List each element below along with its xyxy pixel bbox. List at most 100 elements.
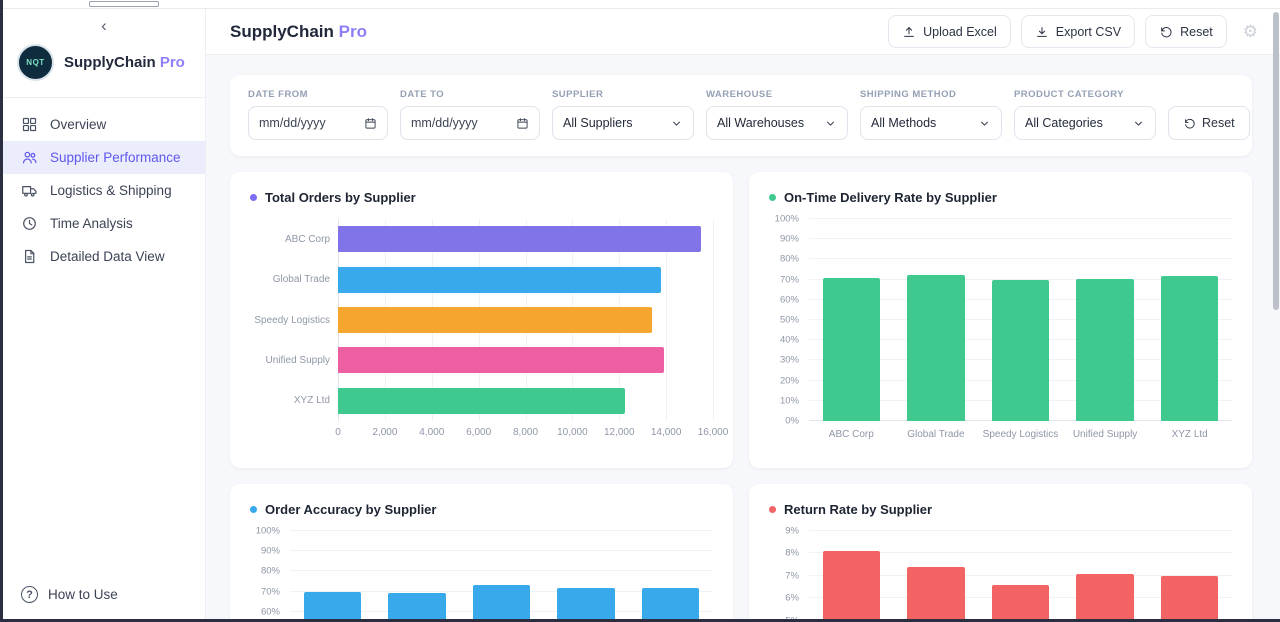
on-time-delivery-chart: 0%10%20%30%40%50%60%70%80%90%100% ABC Cor…	[769, 219, 1232, 443]
main-area: SupplyChain Pro Upload Excel Export CSV …	[206, 9, 1280, 619]
y-tick-label: 50%	[780, 315, 799, 326]
page-title-main: SupplyChain	[230, 22, 334, 41]
browser-fragment	[89, 1, 159, 7]
product-category-select[interactable]: All Categories	[1014, 106, 1156, 140]
sidebar-item-supplier-performance[interactable]: Supplier Performance	[3, 141, 205, 174]
scrollbar-thumb[interactable]	[1273, 12, 1279, 310]
date-to-input[interactable]: mm/dd/yyyy	[400, 106, 540, 140]
chart-card-order-accuracy: Order Accuracy by Supplier 0%10%20%30%40…	[230, 484, 733, 619]
bars	[338, 219, 713, 421]
bar-global-trade	[338, 267, 661, 293]
bar-xyz-ltd	[1161, 276, 1219, 421]
bar-slot	[978, 531, 1063, 619]
y-tick-label: 70%	[780, 274, 799, 285]
chart-title: Total Orders by Supplier	[265, 190, 416, 205]
download-icon	[1035, 25, 1049, 39]
bar-slot	[978, 219, 1063, 421]
bar-abc-corp	[823, 278, 881, 421]
date-to-value: mm/dd/yyyy	[411, 116, 478, 130]
export-csv-label: Export CSV	[1056, 25, 1121, 39]
product-category-label: PRODUCT CATEGORY	[1014, 89, 1156, 100]
y-tick-label: 10%	[780, 395, 799, 406]
upload-excel-button[interactable]: Upload Excel	[888, 15, 1011, 48]
x-axis-labels: 02,0004,0006,0008,00010,00012,00014,0001…	[338, 421, 713, 441]
y-axis: 0%10%20%30%40%50%60%70%80%90%100%	[769, 219, 803, 421]
y-tick-label: 9%	[785, 526, 799, 537]
bar-row	[338, 259, 713, 299]
y-tick-label: 0%	[785, 416, 799, 427]
shipping-method-select[interactable]: All Methods	[860, 106, 1002, 140]
sidebar-collapse-button[interactable]: ‹	[101, 17, 107, 34]
x-tick-label: 4,000	[419, 427, 444, 438]
filter-warehouse: WAREHOUSE All Warehouses	[706, 89, 848, 140]
bar-global-trade	[907, 567, 965, 619]
truck-icon	[21, 182, 38, 199]
x-tick-label: ABC Corp	[809, 421, 894, 443]
bar-unified-supply	[557, 588, 615, 619]
gear-icon[interactable]: ⚙	[1243, 22, 1258, 42]
y-axis: 0%10%20%30%40%50%60%70%80%90%100%	[250, 531, 284, 619]
sidebar-item-label: Time Analysis	[50, 216, 133, 231]
supplier-select[interactable]: All Suppliers	[552, 106, 694, 140]
shipping-method-value: All Methods	[871, 116, 936, 130]
calendar-icon	[364, 117, 377, 130]
users-icon	[21, 149, 38, 166]
sidebar-item-logistics-shipping[interactable]: Logistics & Shipping	[3, 174, 205, 207]
chart-title-row: Return Rate by Supplier	[769, 502, 1232, 517]
x-tick-label: 6,000	[466, 427, 491, 438]
x-tick-label: XYZ Ltd	[1147, 421, 1232, 443]
supplier-value: All Suppliers	[563, 116, 632, 130]
bar-row	[338, 219, 713, 259]
bar-abc-corp	[823, 551, 881, 619]
content: DATE FROM mm/dd/yyyy DATE TO mm/dd/yyyy	[206, 55, 1280, 619]
filter-bar: DATE FROM mm/dd/yyyy DATE TO mm/dd/yyyy	[230, 75, 1252, 156]
bar-xyz-ltd	[338, 388, 625, 414]
sidebar-item-time-analysis[interactable]: Time Analysis	[3, 207, 205, 240]
y-tick-label: 60%	[261, 606, 280, 617]
bar-speedy-logistics	[338, 307, 652, 333]
bar-slot	[1063, 219, 1148, 421]
bar-slot	[1147, 531, 1232, 619]
sidebar-item-detailed-data-view[interactable]: Detailed Data View	[3, 240, 205, 273]
y-tick-label: 5%	[785, 615, 799, 619]
bar-row	[338, 381, 713, 421]
date-from-input[interactable]: mm/dd/yyyy	[248, 106, 388, 140]
x-tick-label: 2,000	[372, 427, 397, 438]
page-title-accent: Pro	[339, 22, 367, 41]
order-accuracy-chart: 0%10%20%30%40%50%60%70%80%90%100%ABC Cor…	[250, 531, 713, 619]
bar-row	[338, 340, 713, 380]
bar-speedy-logistics	[992, 585, 1050, 619]
category-labels: ABC CorpGlobal TradeSpeedy LogisticsUnif…	[250, 219, 330, 421]
filter-date-to: DATE TO mm/dd/yyyy	[400, 89, 540, 140]
help-icon: ?	[21, 586, 38, 603]
sidebar-item-label: Overview	[50, 117, 106, 132]
x-axis-labels: ABC CorpGlobal TradeSpeedy LogisticsUnif…	[809, 421, 1232, 443]
bar-unified-supply	[338, 347, 664, 373]
window-scrollbar[interactable]	[1273, 10, 1279, 610]
chart-title: On-Time Delivery Rate by Supplier	[784, 190, 997, 205]
bars	[809, 531, 1232, 619]
warehouse-select[interactable]: All Warehouses	[706, 106, 848, 140]
sidebar-item-how-to-use[interactable]: ? How to Use	[3, 572, 205, 619]
sidebar-item-overview[interactable]: Overview	[3, 108, 205, 141]
y-tick-label: 6%	[785, 593, 799, 604]
sidebar-divider	[3, 97, 205, 98]
chart-title: Return Rate by Supplier	[784, 502, 932, 517]
plot-area	[290, 531, 713, 619]
bar-abc-corp	[338, 226, 701, 252]
bar-unified-supply	[1076, 279, 1134, 421]
warehouse-value: All Warehouses	[717, 116, 804, 130]
gridline	[713, 219, 714, 421]
date-from-value: mm/dd/yyyy	[259, 116, 326, 130]
reset-button[interactable]: Reset	[1145, 15, 1227, 48]
upload-icon	[902, 25, 916, 39]
chevron-down-icon	[670, 117, 683, 130]
brand-accent: Pro	[160, 54, 185, 71]
topbar-actions: Upload Excel Export CSV Reset ⚙	[888, 15, 1258, 48]
reset-label: Reset	[1180, 25, 1213, 39]
filter-shipping-method: SHIPPING METHOD All Methods	[860, 89, 1002, 140]
filter-reset-button[interactable]: Reset	[1168, 106, 1250, 140]
y-tick-label: 30%	[780, 355, 799, 366]
export-csv-button[interactable]: Export CSV	[1021, 15, 1135, 48]
x-tick-label: 16,000	[698, 427, 729, 438]
